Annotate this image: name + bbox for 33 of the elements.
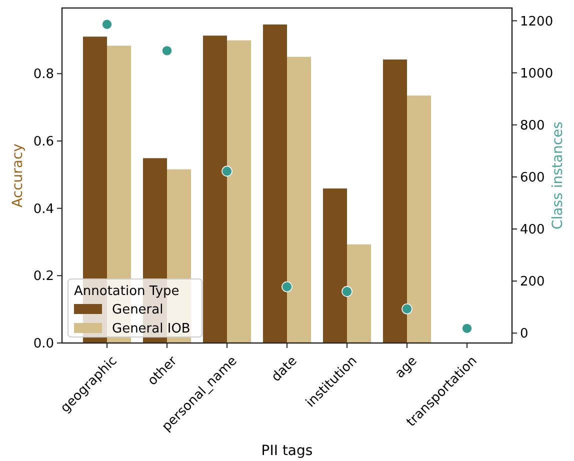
y-tick-label: 0.2 [33, 269, 54, 284]
legend-label: General [112, 302, 164, 318]
bar [287, 56, 311, 343]
point [282, 281, 292, 292]
point [102, 19, 112, 30]
y-tick-label: 0.0 [33, 336, 54, 352]
bar [227, 40, 251, 343]
y2-tick-label: 1000 [520, 66, 554, 82]
bar [323, 188, 347, 343]
y2-tick-label: 400 [520, 222, 545, 238]
y2-axis-title: Class instances [550, 122, 566, 230]
point [222, 166, 232, 177]
bar [347, 244, 371, 343]
point [342, 286, 352, 297]
point [402, 304, 412, 314]
point [462, 323, 472, 334]
bar [407, 96, 431, 343]
bar [203, 36, 227, 343]
y-tick-label: 0.6 [33, 134, 54, 150]
x-axis-title: PII tags [261, 443, 313, 459]
y-axis-title: Accuracy [10, 144, 26, 208]
y-tick-label: 0.8 [33, 67, 54, 82]
y2-tick-label: 800 [520, 118, 545, 134]
y2-tick-label: 600 [520, 170, 545, 186]
y2-tick-label: 1200 [520, 14, 554, 30]
bar [263, 24, 287, 343]
y2-tick-label: 200 [520, 274, 545, 290]
bar [383, 60, 407, 343]
legend-label: General IOB [112, 322, 190, 337]
y2-tick-label: 0 [520, 326, 528, 342]
legend-title: Annotation Type [74, 284, 180, 299]
y-tick-label: 0.4 [33, 202, 54, 217]
point [162, 45, 172, 56]
